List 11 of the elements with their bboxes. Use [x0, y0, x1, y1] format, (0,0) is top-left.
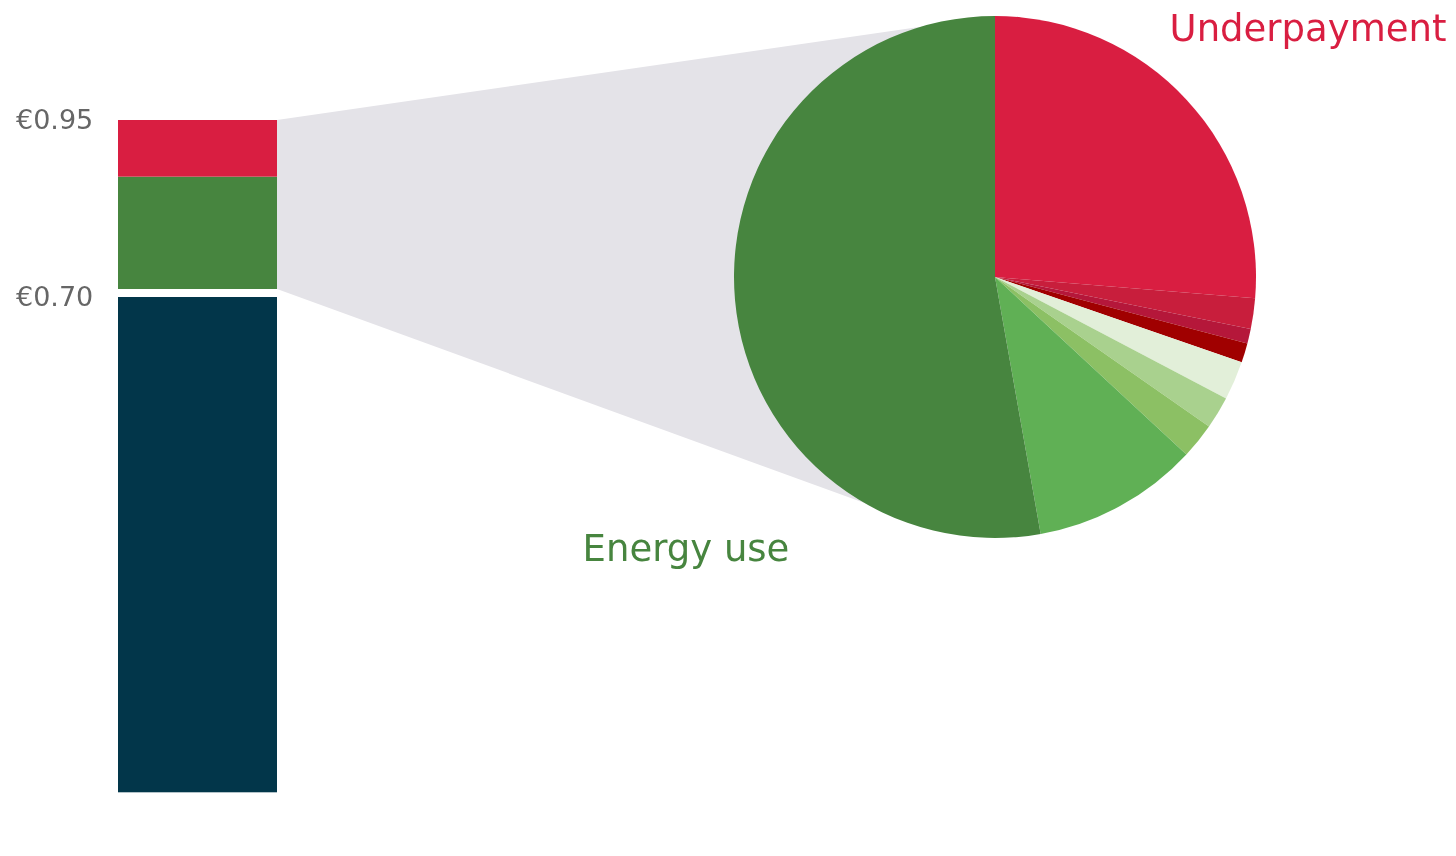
pie-slice — [734, 16, 1041, 538]
pie-slice — [995, 277, 1187, 534]
slice-label: Underpayment — [1169, 6, 1447, 50]
pie-slice — [995, 277, 1256, 330]
pie-slice — [995, 277, 1242, 399]
slice-label: Energy use — [582, 526, 790, 570]
pie-slice — [995, 277, 1227, 427]
y-tick-label: €0.70 — [16, 281, 94, 313]
pie-slice — [995, 277, 1210, 455]
y-tick-label: €0.95 — [16, 104, 94, 136]
pie-slice — [995, 277, 1248, 363]
